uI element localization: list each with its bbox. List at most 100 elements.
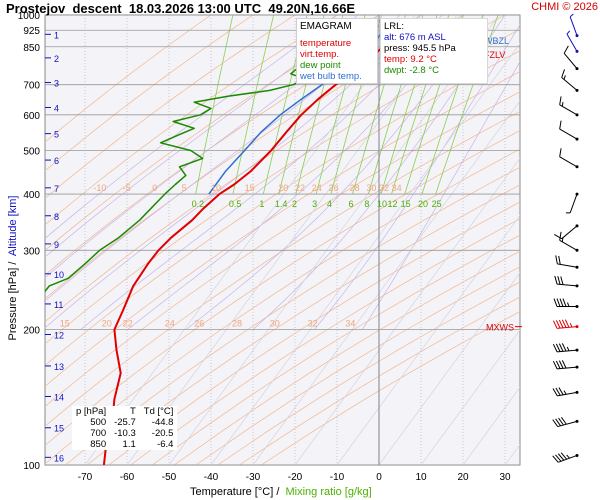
wind-barb-feather [558, 360, 564, 369]
dry-adiabat-line [152, 234, 520, 465]
wind-barb-feather [555, 387, 561, 396]
table-cell: 700 [90, 428, 107, 439]
pressure-tick-label: 700 [23, 81, 40, 92]
mixing-ratio-label: 20 [418, 199, 428, 209]
pressure-tick-label: 850 [23, 43, 40, 54]
wind-barb [553, 298, 579, 309]
x-tick-label: -60 [120, 472, 135, 483]
altitude-tick-label: 13 [54, 362, 64, 372]
wind-barb [559, 120, 579, 141]
isopleth-label: 26 [329, 183, 339, 193]
wind-barb-base [575, 137, 579, 141]
plot-area [44, 14, 521, 466]
isotherm-line [126, 15, 458, 465]
isopleth-label: 10 [211, 183, 221, 193]
wind-barb [552, 452, 579, 463]
altitude-tick-label: 12 [54, 330, 64, 340]
dry-adiabat-line [195, 266, 520, 465]
wind-barb-base [575, 248, 579, 252]
table-header-t: T [129, 406, 136, 417]
x-tick-label: -70 [78, 472, 93, 483]
isopleth-label: 20 [278, 183, 288, 193]
wind-barb-staff [561, 225, 578, 240]
series-line-2 [208, 25, 393, 195]
wind-barb-base [575, 305, 579, 309]
dry-adiabat-line [45, 71, 520, 387]
lrl-title: LRL: [384, 21, 405, 32]
wind-barb [552, 387, 579, 397]
dry-adiabat-line [45, 111, 520, 427]
altitude-tick-label: 8 [54, 212, 59, 222]
lrl-box: LRL: alt: 676 m ASL press: 945.5 hPa tem… [380, 18, 488, 84]
wind-barb-feather [563, 45, 569, 54]
wind-barb-half-feather [569, 322, 573, 328]
mixing-ratio-label: 6 [349, 199, 354, 209]
wind-barb [552, 343, 579, 353]
wind-barb [559, 231, 579, 252]
wind-barb-base [575, 325, 579, 329]
isopleth-label: 26 [194, 319, 204, 329]
lrl-temperature: temp: 9.2 °C [384, 54, 437, 65]
wind-barb-feather [558, 417, 564, 426]
wind-barb-staff [557, 349, 578, 353]
wind-barb-feather [562, 298, 567, 307]
wind-barb-feather [556, 298, 561, 307]
wind-barb-feather [558, 255, 561, 265]
y-axis-title-pressure: Pressure [hPa] / [7, 261, 19, 341]
table-row: 500 -25.7 -44.8 [72, 417, 177, 428]
wind-barb-staff [559, 128, 578, 140]
altitude-tick-label: 14 [54, 392, 64, 402]
wind-barb-staff [557, 326, 578, 329]
wind-barb-feather [559, 231, 562, 241]
x-tick-label: -10 [330, 472, 345, 483]
table-cell: -6.4 [157, 439, 174, 450]
wind-barbs [552, 13, 579, 463]
wind-barb-staff [566, 33, 578, 52]
wind-barb-feather [561, 360, 567, 369]
table-cell: -20.5 [151, 428, 174, 439]
isopleth-label: 24 [312, 183, 322, 193]
isopleth-label: 15 [245, 183, 255, 193]
altitude-tick-label: 1 [54, 30, 59, 40]
altitude-tick-label: 6 [54, 156, 59, 166]
isopleth-label: 32 [308, 319, 318, 329]
wind-barb-feather [561, 319, 567, 328]
wind-barb-feather [552, 343, 558, 353]
altitude-tick-label: 2 [54, 54, 59, 64]
wind-barb-base [575, 165, 579, 169]
wind-barb-base [575, 49, 579, 53]
wind-barb-base [575, 34, 579, 38]
x-axis-title-mixing-ratio: Mixing ratio [g/kg] [285, 486, 372, 498]
wind-barb-feather [554, 275, 558, 285]
lrl-pressure: press: 945.5 hPa [384, 43, 456, 54]
wind-barb-half-feather [566, 30, 571, 35]
pressure-tick-label: 500 [23, 146, 40, 157]
x-tick-label: 30 [499, 472, 511, 483]
altitude-tick-label: 10 [54, 270, 64, 280]
wind-barb-base [575, 88, 579, 92]
wind-barb-feather [552, 419, 559, 427]
pressure-tick-label: 200 [23, 326, 40, 337]
isopleth-label: 24 [165, 319, 175, 329]
pressure-tick-label: 925 [23, 26, 40, 37]
wind-barb-staff [559, 156, 578, 168]
altitude-tick-label: 11 [54, 300, 63, 310]
wind-barb [554, 275, 579, 288]
x-axis-title: Temperature [°C] / Mixing ratio [g/kg] [190, 486, 372, 498]
altitude-tick-label: 9 [54, 240, 59, 250]
wind-barb [569, 13, 579, 38]
x-axis-title-temperature: Temperature [°C] / [190, 486, 280, 498]
wind-barb [563, 45, 579, 71]
copyright: CHMI © 2026 [531, 1, 598, 13]
legend-item-dew-point: dew point [300, 60, 341, 71]
mixing-ratio-label: 0.2 [192, 199, 205, 209]
table-cell: 1.1 [122, 439, 136, 450]
table-cell: -25.7 [114, 417, 136, 428]
lrl-dewpoint: dwpt: -2.8 °C [384, 65, 440, 76]
wind-barb-feather [558, 319, 564, 329]
wind-barb-base [575, 390, 579, 394]
wind-barb-staff [561, 77, 578, 91]
legend-item-wet-bulb: wet bulb temp. [300, 71, 362, 82]
wind-barb [552, 319, 579, 329]
chart-title: Prostejov descent 18.03.2026 13:00 UTC 4… [6, 1, 355, 16]
